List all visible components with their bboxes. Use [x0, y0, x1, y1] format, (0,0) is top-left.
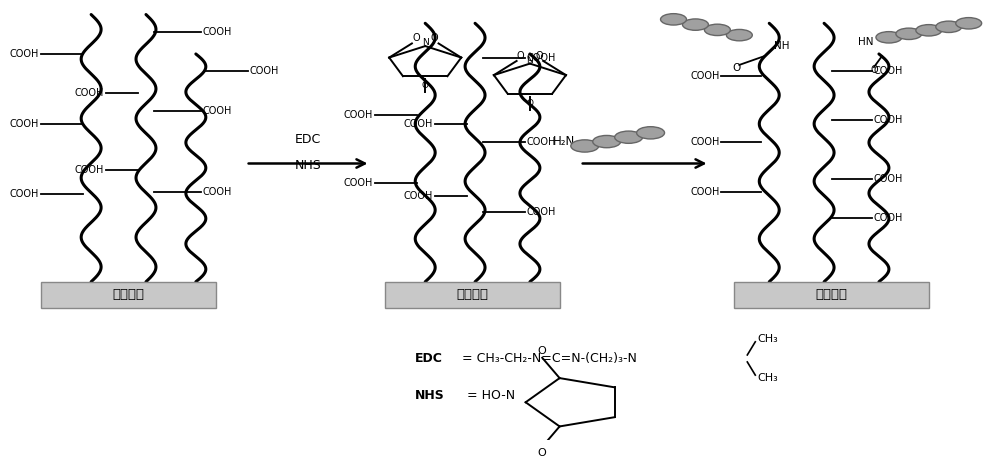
- Circle shape: [704, 24, 730, 36]
- Text: COOH: COOH: [10, 49, 39, 59]
- Text: CH₃: CH₃: [757, 373, 778, 383]
- Text: O: O: [431, 33, 438, 43]
- Text: EDC: EDC: [295, 133, 321, 146]
- Text: O: O: [517, 51, 524, 61]
- Text: N: N: [527, 56, 533, 64]
- Text: EDC: EDC: [415, 352, 443, 365]
- Bar: [385, 282, 560, 308]
- Circle shape: [682, 19, 708, 30]
- Text: COOH: COOH: [874, 213, 903, 223]
- Text: NHS: NHS: [415, 389, 445, 402]
- Text: 改性硬胶: 改性硬胶: [113, 288, 145, 302]
- Text: COOH: COOH: [203, 106, 232, 116]
- Circle shape: [726, 29, 752, 41]
- Circle shape: [896, 28, 922, 39]
- Text: COOH: COOH: [10, 119, 39, 129]
- Text: 改性硬胶: 改性硬胶: [816, 288, 848, 302]
- Text: O: O: [732, 63, 740, 73]
- Text: COOH: COOH: [527, 137, 556, 147]
- Text: NHS: NHS: [295, 159, 321, 172]
- Bar: [734, 282, 929, 308]
- Text: COOH: COOH: [527, 53, 556, 64]
- Text: COOH: COOH: [75, 88, 104, 98]
- Text: H₂N: H₂N: [553, 135, 575, 148]
- Circle shape: [571, 140, 599, 152]
- Text: N: N: [422, 38, 429, 47]
- Text: O: O: [535, 51, 543, 61]
- Circle shape: [916, 25, 942, 36]
- Text: COOH: COOH: [344, 178, 373, 188]
- Circle shape: [876, 32, 902, 43]
- Text: COOH: COOH: [690, 71, 719, 81]
- Text: COOH: COOH: [690, 137, 719, 147]
- Text: COOH: COOH: [75, 165, 104, 175]
- Bar: [41, 282, 216, 308]
- Text: COOH: COOH: [527, 207, 556, 217]
- Text: COOH: COOH: [203, 187, 232, 197]
- Text: CH₃: CH₃: [757, 334, 778, 344]
- Text: O: O: [538, 346, 547, 356]
- Text: COOH: COOH: [10, 189, 39, 199]
- Text: O: O: [526, 99, 533, 107]
- Text: COOH: COOH: [344, 110, 373, 120]
- Text: HN: HN: [858, 37, 874, 47]
- Text: O: O: [422, 81, 429, 90]
- Circle shape: [615, 131, 643, 143]
- Text: COOH: COOH: [690, 187, 719, 197]
- Text: COOH: COOH: [250, 66, 279, 76]
- Circle shape: [936, 21, 962, 32]
- Text: = CH₃-CH₂-N=C=N-(CH₂)₃-N: = CH₃-CH₂-N=C=N-(CH₂)₃-N: [458, 352, 637, 365]
- Text: COOH: COOH: [874, 174, 903, 184]
- Text: = HO-N: = HO-N: [463, 389, 515, 402]
- Circle shape: [593, 135, 621, 148]
- Text: COOH: COOH: [874, 115, 903, 125]
- Text: O: O: [870, 65, 878, 75]
- Text: O: O: [412, 33, 420, 43]
- Text: COOH: COOH: [404, 119, 433, 129]
- Text: NH: NH: [774, 41, 790, 51]
- Circle shape: [637, 127, 665, 139]
- Text: 改性硬胶: 改性硬胶: [457, 288, 489, 302]
- Circle shape: [956, 18, 982, 29]
- Circle shape: [661, 14, 686, 25]
- Text: O: O: [538, 448, 547, 457]
- Text: COOH: COOH: [874, 66, 903, 76]
- Text: COOH: COOH: [203, 27, 232, 37]
- Text: COOH: COOH: [404, 191, 433, 202]
